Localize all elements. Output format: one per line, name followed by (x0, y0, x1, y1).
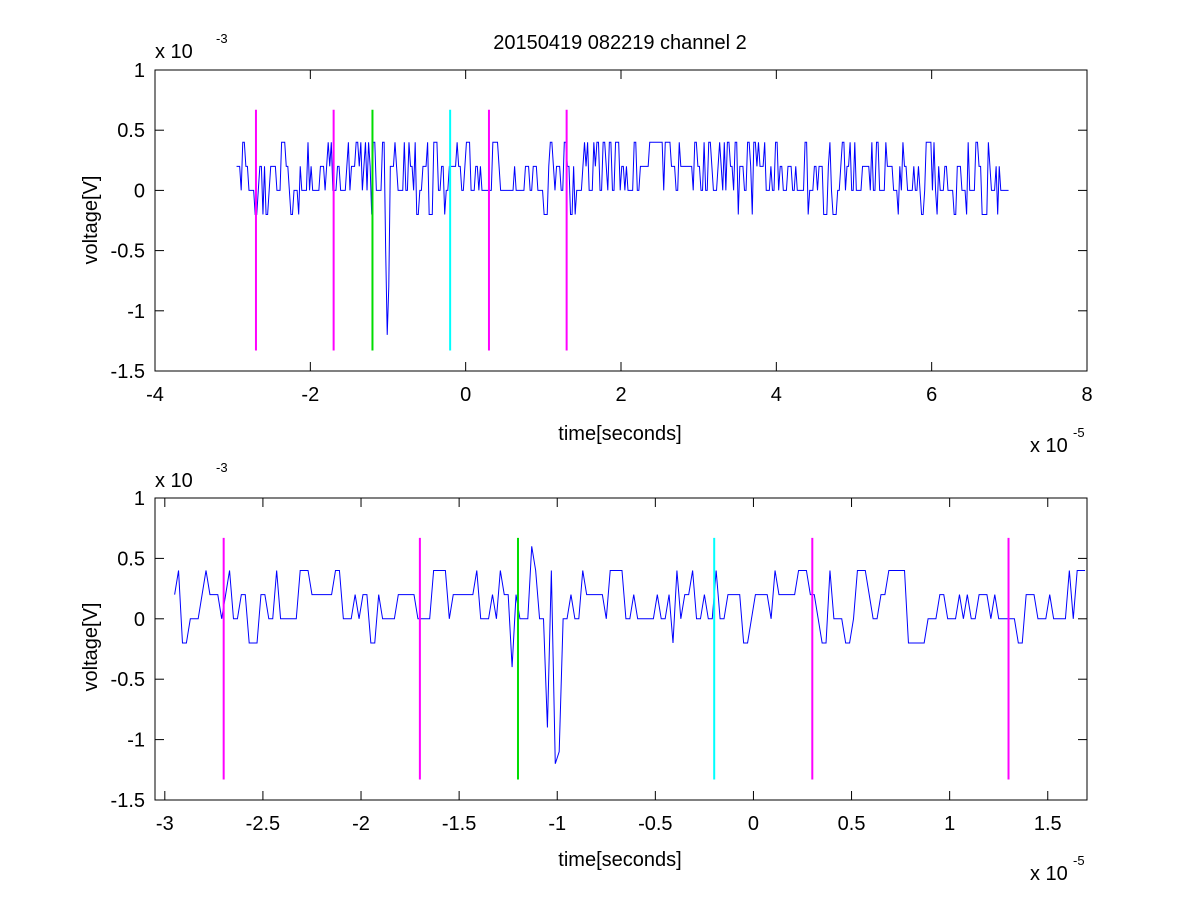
top-subplot: 20150419 082219 channel 2 x 10 -3 x 10 -… (80, 31, 1093, 457)
y-tick-label: -0.5 (111, 669, 145, 691)
y-tick-label: 0.5 (117, 548, 145, 570)
y-tick-label: -1.5 (111, 790, 145, 812)
x-tick-label: -1.5 (442, 813, 476, 835)
bottom-subplot: x 10 -3 x 10 -5 time[seconds] voltage[V]… (80, 460, 1088, 885)
x-scale-annotation: x 10 -5 (1030, 853, 1085, 885)
plot-area (154, 497, 1088, 801)
y-tick-label: -0.5 (111, 241, 145, 263)
x-scale-annotation: x 10 -5 (1030, 425, 1085, 457)
y-scale-base: x 10 (155, 470, 193, 492)
x-tick-label: -0.5 (638, 813, 672, 835)
x-tick-label: 1.5 (1034, 813, 1062, 835)
x-tick-label: 0 (748, 813, 759, 835)
y-axis-label: voltage[V] (80, 603, 102, 692)
x-tick-label: 4 (771, 384, 782, 406)
y-tick-label: -1.5 (111, 361, 145, 383)
x-tick-label: -2.5 (246, 813, 280, 835)
y-scale-annotation: x 10 -3 (155, 31, 228, 63)
chart-title: 20150419 082219 channel 2 (493, 32, 747, 54)
y-scale-exponent: -3 (216, 460, 228, 475)
x-scale-base: x 10 (1030, 863, 1068, 885)
x-axis-label: time[seconds] (558, 423, 681, 445)
x-tick-label: 2 (615, 384, 626, 406)
y-tick-label: 1 (134, 60, 145, 82)
x-tick-label: -1 (548, 813, 566, 835)
y-scale-base: x 10 (155, 41, 193, 63)
plot-area (154, 69, 1088, 372)
y-tick-label: 0.5 (117, 120, 145, 142)
signal-line (236, 141, 1009, 335)
x-tick-label: -2 (352, 813, 370, 835)
x-tick-label: 1 (944, 813, 955, 835)
x-scale-exponent: -5 (1073, 425, 1085, 440)
y-scale-exponent: -3 (216, 31, 228, 46)
y-tick-label: -1 (127, 730, 145, 752)
x-axis-label: time[seconds] (558, 849, 681, 871)
x-tick-label: -2 (301, 384, 319, 406)
x-tick-label: -3 (156, 813, 174, 835)
y-axis-label: voltage[V] (80, 176, 102, 265)
signal-line (174, 546, 1086, 764)
y-tick-label: 0 (134, 609, 145, 631)
y-scale-annotation: x 10 -3 (155, 460, 228, 492)
y-tick-label: 1 (134, 488, 145, 510)
y-tick-label: -1 (127, 301, 145, 323)
x-tick-label: 6 (926, 384, 937, 406)
x-tick-label: 0.5 (838, 813, 866, 835)
x-scale-base: x 10 (1030, 435, 1068, 457)
y-tick-label: 0 (134, 180, 145, 202)
x-tick-label: -4 (146, 384, 164, 406)
x-scale-exponent: -5 (1073, 853, 1085, 868)
x-tick-label: 0 (460, 384, 471, 406)
x-tick-label: 8 (1081, 384, 1092, 406)
